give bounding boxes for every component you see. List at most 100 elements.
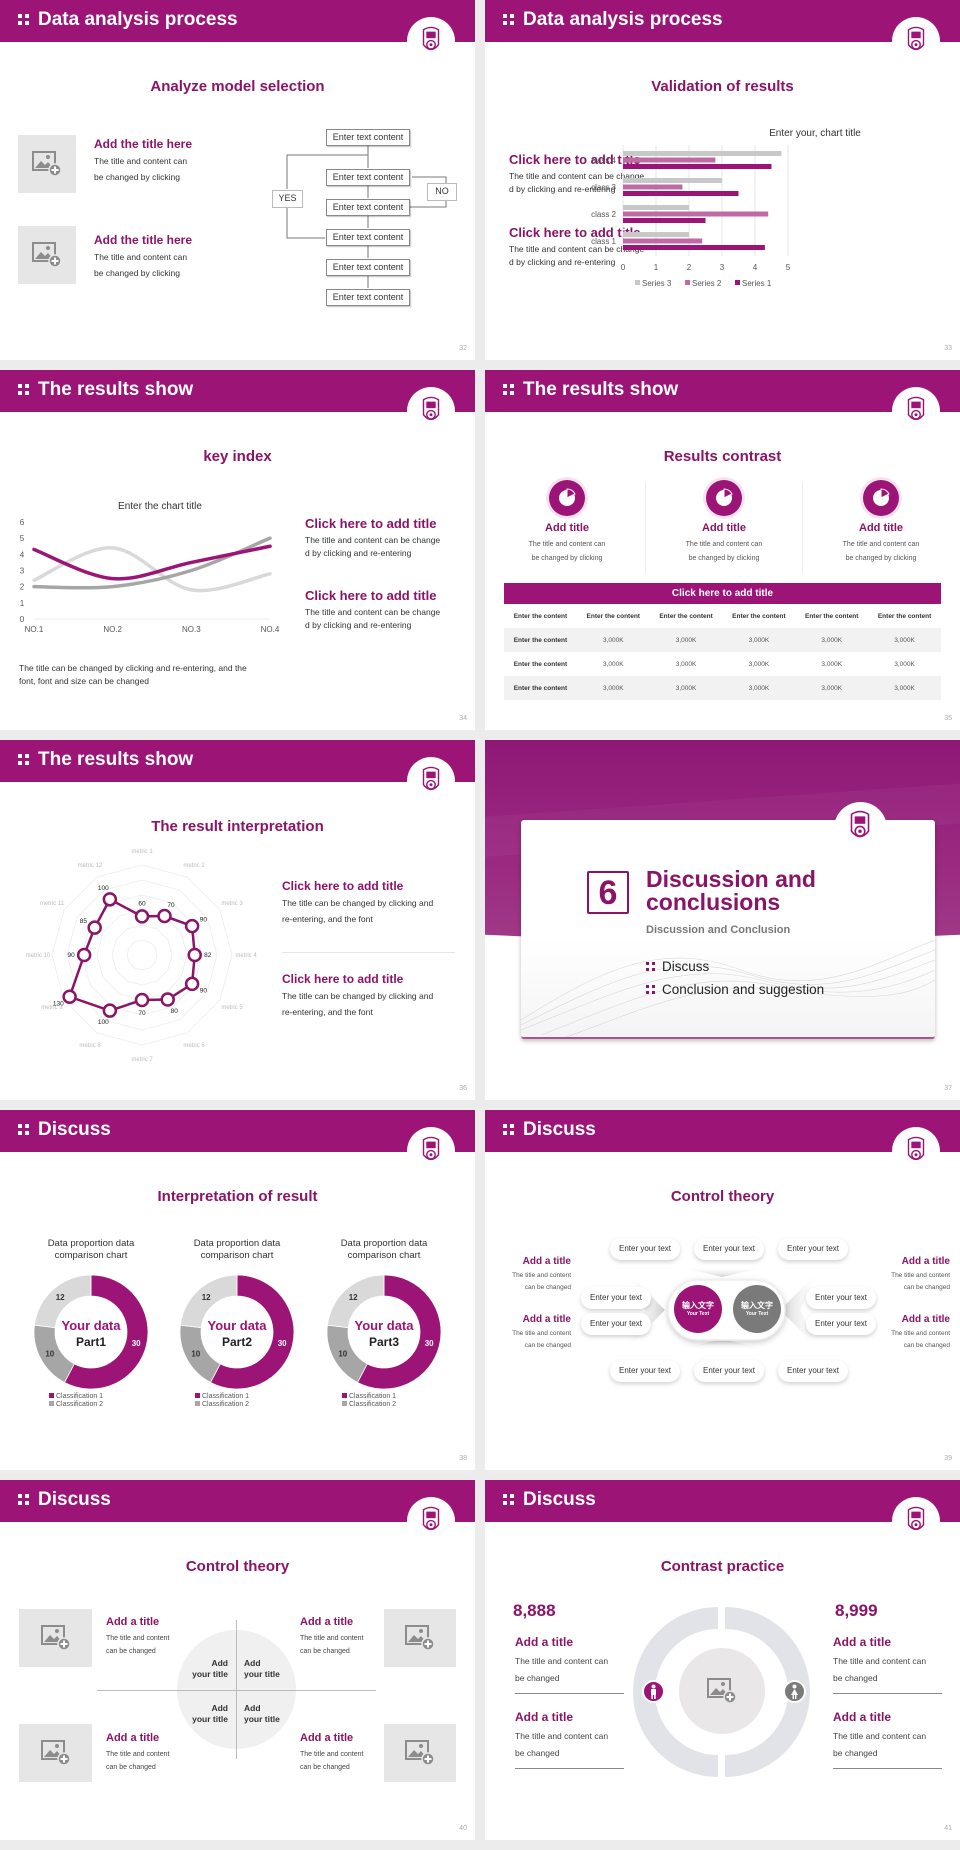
- image-placeholder[interactable]: [19, 1609, 92, 1667]
- slide-40[interactable]: Discuss Control theory Add your title Add…: [0, 1480, 475, 1840]
- bullet-label: Conclusion and suggestion: [662, 982, 825, 997]
- quadrant-label[interactable]: Add your title: [192, 1703, 228, 1724]
- item-title[interactable]: Add the title here: [94, 137, 193, 151]
- side-title[interactable]: Add a title: [901, 1314, 950, 1325]
- image-placeholder[interactable]: [18, 226, 76, 284]
- slide-33[interactable]: Data analysis process Validation of resu…: [485, 0, 960, 360]
- flow-box[interactable]: Enter text content: [326, 289, 410, 306]
- slide-41[interactable]: Discuss Contrast practice 8,888 8,999 Ad…: [485, 1480, 960, 1840]
- side-title[interactable]: Add a title: [522, 1314, 571, 1325]
- slide-37-section[interactable]: 6 Discussion and conclusions Discussion …: [485, 740, 960, 1100]
- item-title[interactable]: Add a title: [515, 1635, 574, 1649]
- card-title[interactable]: Add title: [545, 522, 589, 534]
- table-cell: 3,000K: [868, 628, 941, 652]
- slide-36[interactable]: The results show The result interpretati…: [0, 740, 475, 1100]
- text-pill[interactable]: Enter your text: [694, 1360, 764, 1382]
- text-pill[interactable]: Enter your text: [778, 1238, 848, 1260]
- bullet-item[interactable]: Discuss: [646, 955, 824, 978]
- result-card[interactable]: Add title The title and content can be ch…: [502, 480, 632, 566]
- donut-chart[interactable]: Data proportion data comparison chart 30 10…: [314, 1238, 454, 1438]
- image-placeholder[interactable]: [384, 1609, 456, 1667]
- card-title[interactable]: Add title: [702, 522, 746, 534]
- side-title[interactable]: Add a title: [901, 1256, 950, 1267]
- slide-header: Discuss: [485, 1110, 960, 1152]
- svg-text:metric 5: metric 5: [221, 1005, 243, 1011]
- item-text: The title and content: [106, 1635, 170, 1642]
- text-pill[interactable]: Enter your text: [581, 1313, 651, 1335]
- center-circle-primary[interactable]: 输入文字 Your Text: [674, 1285, 722, 1333]
- bar-chart[interactable]: 0 1 2 3 4 5 class 1 class 2 class 3 class 4 Series…: [485, 0, 960, 360]
- slide-38[interactable]: Discuss Interpretation of result Data pr…: [0, 1110, 475, 1470]
- flow-box[interactable]: Enter text content: [326, 229, 410, 246]
- pie-chart-icon: [549, 480, 585, 516]
- university-logo: [407, 1497, 455, 1545]
- table-cell: 3,000K: [795, 676, 869, 700]
- item-title[interactable]: Add a title: [833, 1710, 892, 1724]
- slide-39[interactable]: Discuss Control theory 输入文字 Your Text 输入…: [485, 1110, 960, 1470]
- section-title-line: conclusions: [646, 889, 781, 915]
- card-title[interactable]: Add title: [859, 522, 903, 534]
- item-title[interactable]: Click here to add title: [509, 152, 641, 167]
- text-pill[interactable]: Enter your text: [806, 1313, 876, 1335]
- center-circle-secondary[interactable]: 输入文字 Your Text: [733, 1285, 781, 1333]
- item-title[interactable]: Click here to add title: [282, 879, 404, 893]
- flow-box[interactable]: Enter text content: [326, 259, 410, 276]
- item-title[interactable]: Click here to add title: [305, 516, 437, 531]
- side-text: can be changed: [524, 1284, 571, 1291]
- card-text: The title and content can: [685, 541, 763, 548]
- item-title[interactable]: Add a title: [106, 1732, 160, 1744]
- table-title-bar[interactable]: Click here to add title: [504, 583, 941, 604]
- result-card[interactable]: Add title The title and content can be ch…: [659, 480, 789, 566]
- header-title: The results show: [38, 749, 194, 770]
- text-pill[interactable]: Enter your text: [694, 1238, 764, 1260]
- svg-text:10: 10: [338, 1350, 347, 1359]
- side-text: can be changed: [903, 1342, 950, 1349]
- note-line: font, font and size can be changed: [19, 676, 149, 686]
- text-block: Click here to add title The title and co…: [509, 152, 644, 194]
- text-pill[interactable]: Enter your text: [581, 1287, 651, 1309]
- dots-icon: [646, 985, 655, 994]
- flow-box[interactable]: Enter text content: [326, 199, 410, 216]
- item-text: The title and content: [300, 1635, 364, 1642]
- slide-34[interactable]: The results show key index Enter the cha…: [0, 370, 475, 730]
- text-pill[interactable]: Enter your text: [778, 1360, 848, 1382]
- dots-icon: [18, 754, 29, 765]
- divider: [833, 1693, 942, 1694]
- flow-box[interactable]: Enter text content: [326, 129, 410, 146]
- quadrant-label[interactable]: Add your title: [192, 1658, 228, 1679]
- image-placeholder[interactable]: [384, 1724, 456, 1782]
- donut-chart[interactable]: Data proportion data comparison chart 30 10…: [167, 1238, 307, 1438]
- flow-box[interactable]: Enter text content: [326, 169, 410, 186]
- slide-35[interactable]: The results show Results contrast Add ti…: [485, 370, 960, 730]
- svg-text:metric 4: metric 4: [235, 953, 257, 959]
- side-title[interactable]: Add a title: [522, 1256, 571, 1267]
- radar-chart[interactable]: metric 1 metric 2 metric 3 metric 4 metric 5…: [0, 740, 475, 1100]
- item-title[interactable]: Add a title: [106, 1616, 160, 1628]
- item-title[interactable]: Add a title: [300, 1732, 354, 1744]
- quadrant-label[interactable]: Add your title: [244, 1658, 280, 1679]
- result-card[interactable]: Add title The title and content can be ch…: [816, 480, 946, 566]
- text-pill[interactable]: Enter your text: [610, 1360, 680, 1382]
- image-placeholder[interactable]: [18, 135, 76, 193]
- flow-yes-box[interactable]: YES: [272, 190, 303, 208]
- text-pill[interactable]: Enter your text: [806, 1287, 876, 1309]
- item-title[interactable]: Add the title here: [94, 233, 193, 247]
- item-title[interactable]: Click here to add title: [282, 972, 404, 986]
- bullet-item[interactable]: Conclusion and suggestion: [646, 978, 824, 1001]
- item-title[interactable]: Add a title: [833, 1635, 892, 1649]
- item-title[interactable]: Add a title: [300, 1616, 354, 1628]
- header-title: Discuss: [523, 1119, 596, 1140]
- item-text: be changed: [515, 1748, 560, 1758]
- quadrant-label[interactable]: Add your title: [244, 1703, 280, 1724]
- item-title[interactable]: Click here to add title: [509, 225, 641, 240]
- donut-chart[interactable]: Data proportion data comparison chart 30 10…: [21, 1238, 161, 1438]
- image-placeholder[interactable]: [19, 1724, 92, 1782]
- page-number: 37: [944, 1085, 952, 1092]
- item-title[interactable]: Click here to add title: [305, 588, 437, 603]
- slide-32[interactable]: Data analysis process Analyze model sele…: [0, 0, 475, 360]
- university-logo: [407, 17, 455, 65]
- text-pill[interactable]: Enter your text: [610, 1238, 680, 1260]
- flow-no-box[interactable]: NO: [427, 183, 457, 201]
- item-title[interactable]: Add a title: [515, 1710, 574, 1724]
